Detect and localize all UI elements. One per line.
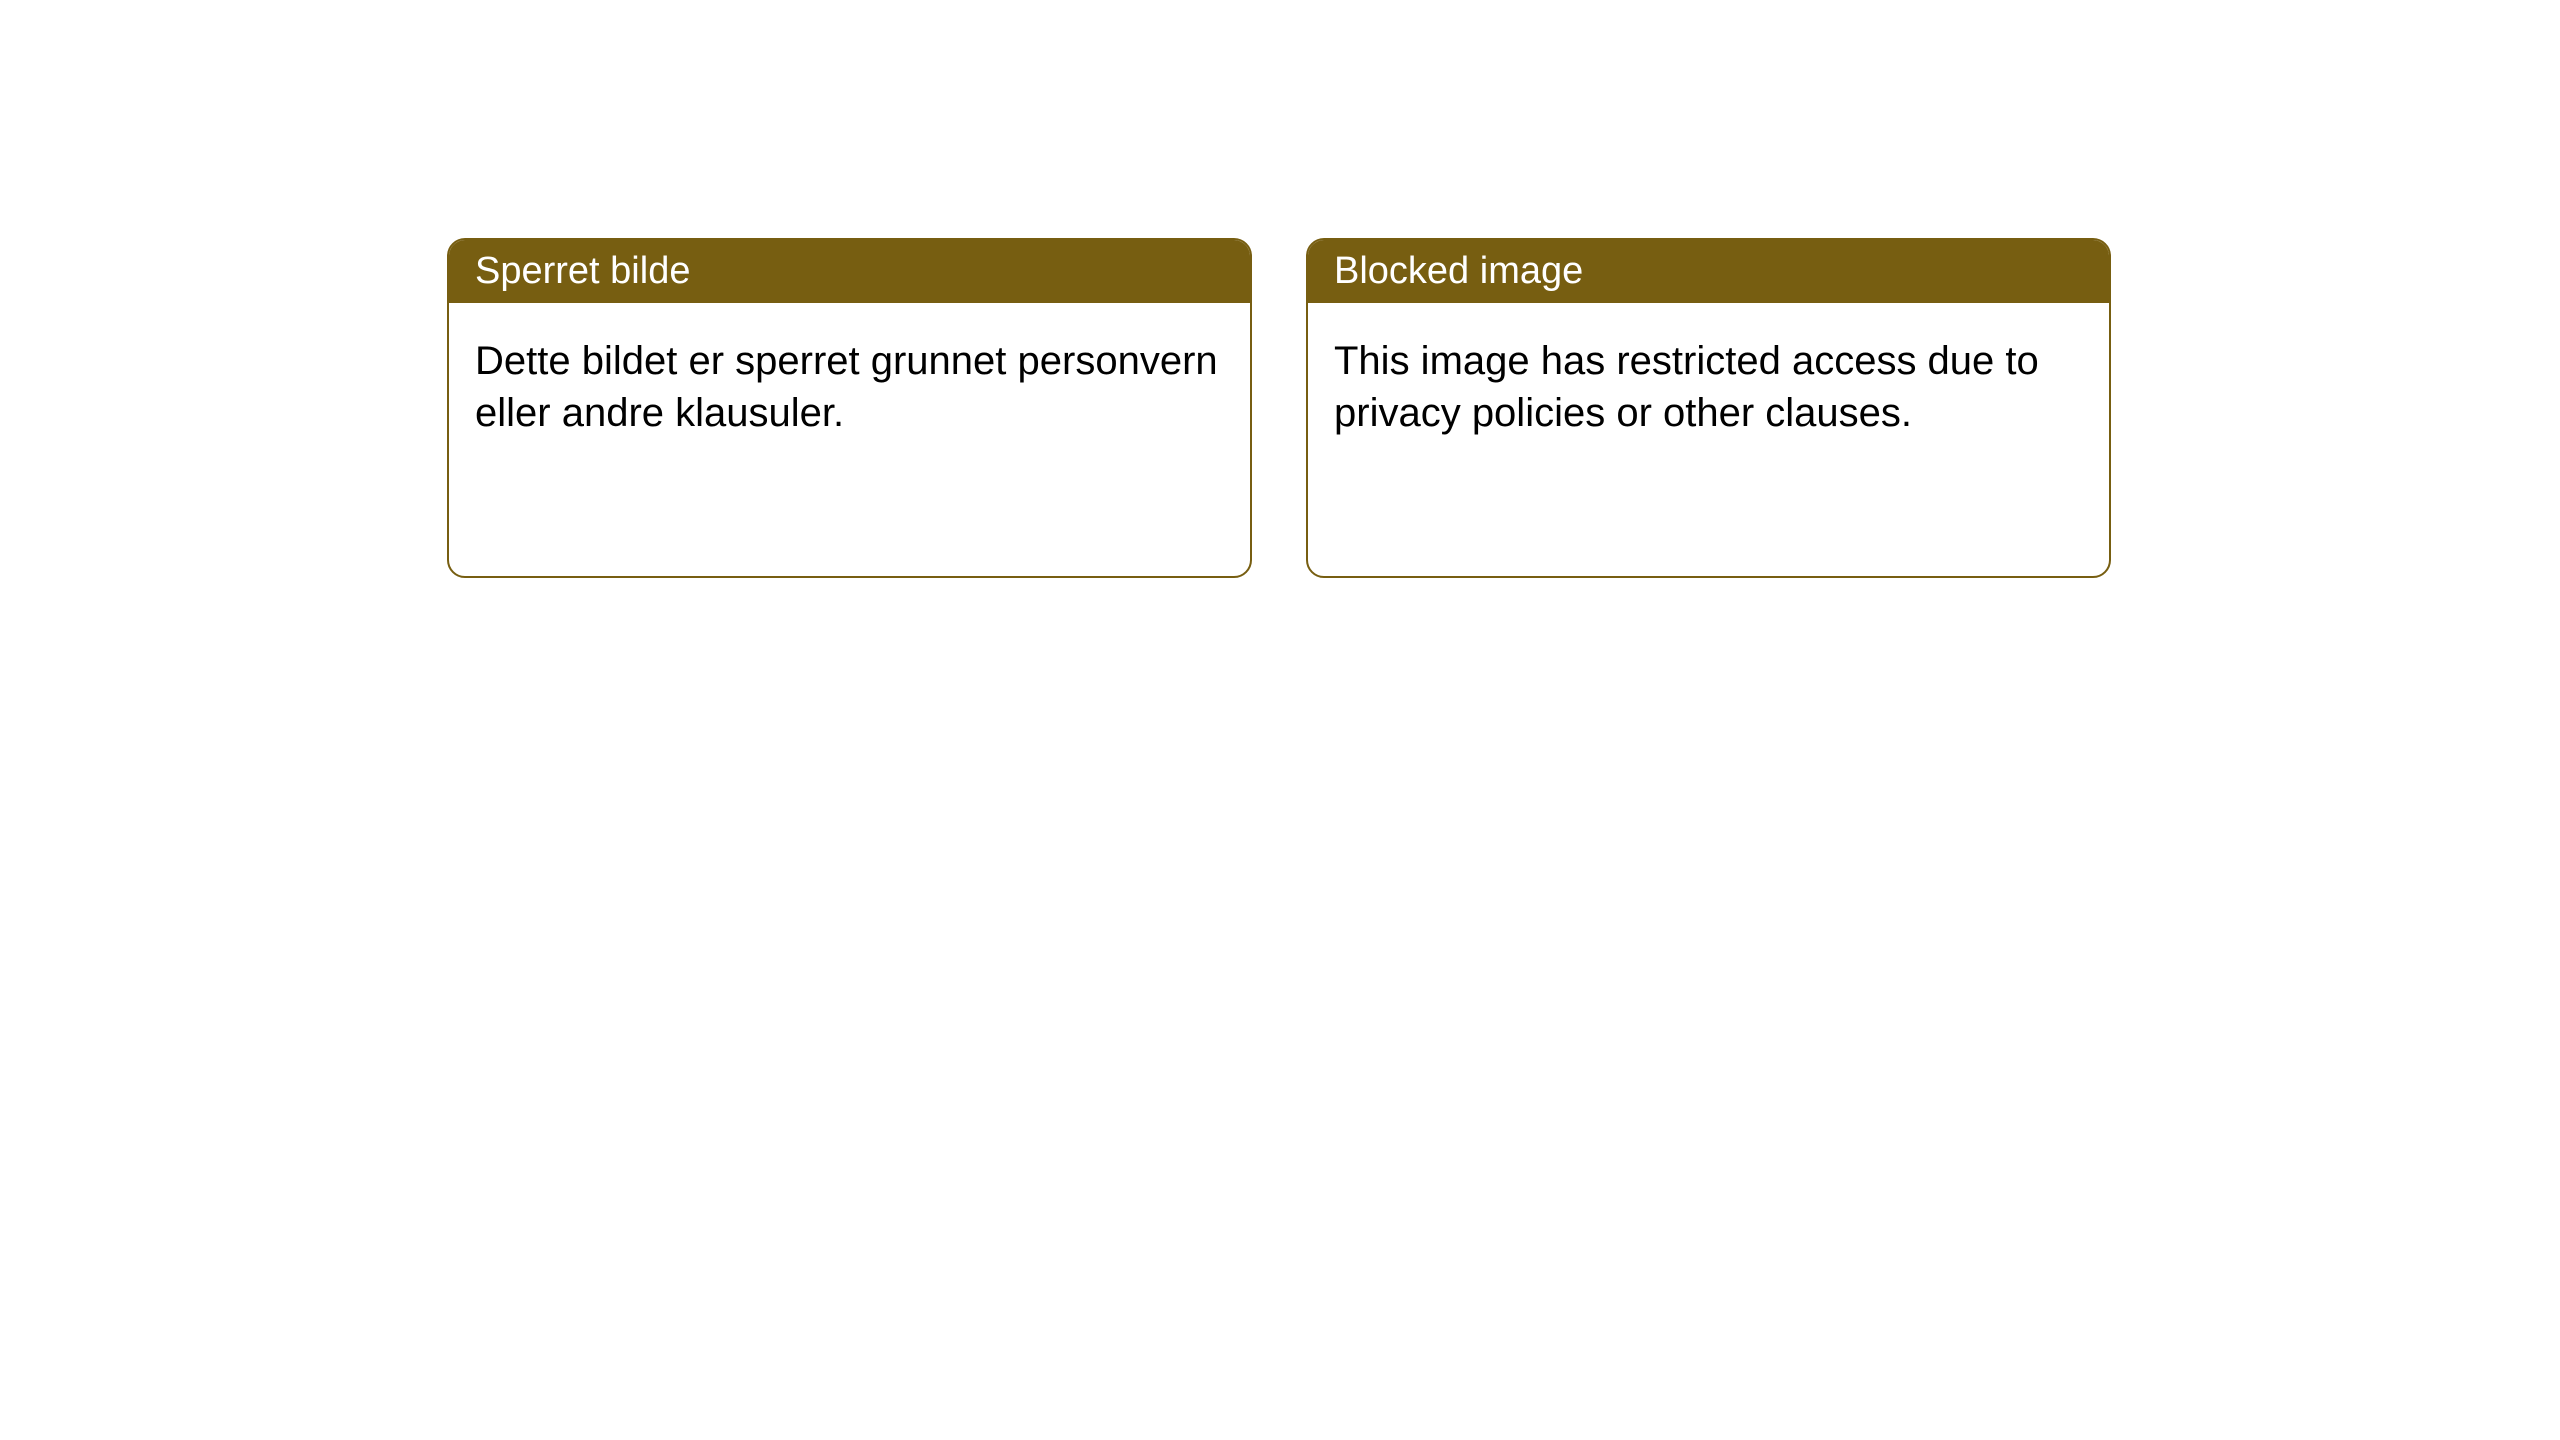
notice-container: Sperret bilde Dette bildet er sperret gr… [0, 0, 2560, 578]
notice-text: Dette bildet er sperret grunnet personve… [475, 339, 1218, 435]
notice-text: This image has restricted access due to … [1334, 339, 2039, 435]
notice-box-english: Blocked image This image has restricted … [1306, 238, 2111, 578]
notice-header-norwegian: Sperret bilde [449, 240, 1250, 303]
notice-body-norwegian: Dette bildet er sperret grunnet personve… [449, 303, 1250, 471]
notice-box-norwegian: Sperret bilde Dette bildet er sperret gr… [447, 238, 1252, 578]
notice-body-english: This image has restricted access due to … [1308, 303, 2109, 471]
notice-title: Blocked image [1334, 250, 1583, 292]
notice-header-english: Blocked image [1308, 240, 2109, 303]
notice-title: Sperret bilde [475, 250, 690, 292]
